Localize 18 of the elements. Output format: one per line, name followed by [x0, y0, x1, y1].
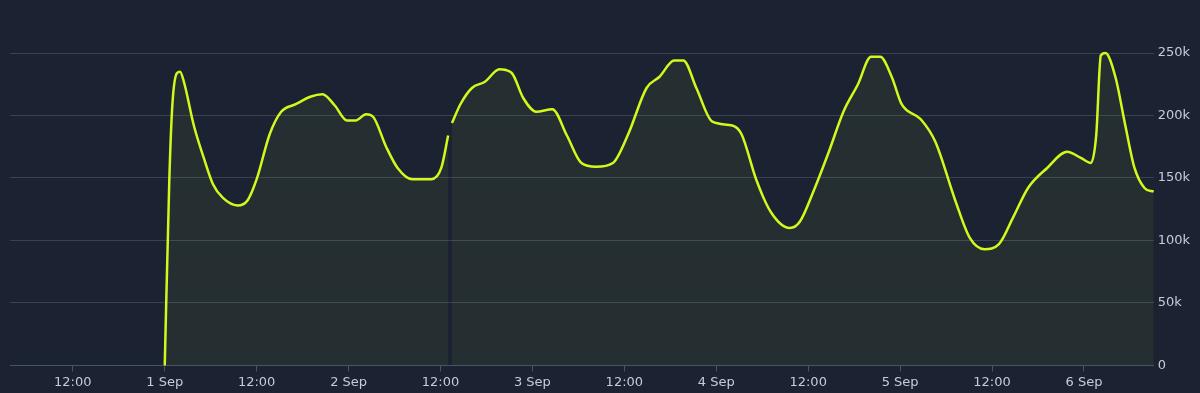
y-tick-label: 50k	[1157, 294, 1183, 310]
x-tick-label: 2 Sep	[330, 373, 368, 389]
x-tick-label: 12:00	[605, 373, 644, 389]
x-tick-label: 3 Sep	[513, 373, 551, 389]
x-tick-label: 12:00	[421, 373, 460, 389]
y-tick-label: 0	[1157, 356, 1166, 372]
y-tick-label: 250k	[1157, 44, 1191, 60]
x-tick-label: 12:00	[973, 373, 1011, 389]
x-tick-label: 4 Sep	[697, 373, 735, 389]
x-tick-label: 12:00	[54, 373, 92, 389]
y-tick-label: 150k	[1157, 169, 1191, 185]
x-tick-label: 12:00	[237, 373, 276, 389]
x-tick-label: 1 Sep	[146, 373, 184, 389]
x-tick-label: 6 Sep	[1065, 373, 1103, 389]
x-tick-label: 12:00	[789, 373, 827, 389]
y-tick-label: 200k	[1157, 106, 1191, 122]
y-tick-label: 100k	[1157, 231, 1191, 247]
x-tick-label: 5 Sep	[881, 373, 919, 389]
